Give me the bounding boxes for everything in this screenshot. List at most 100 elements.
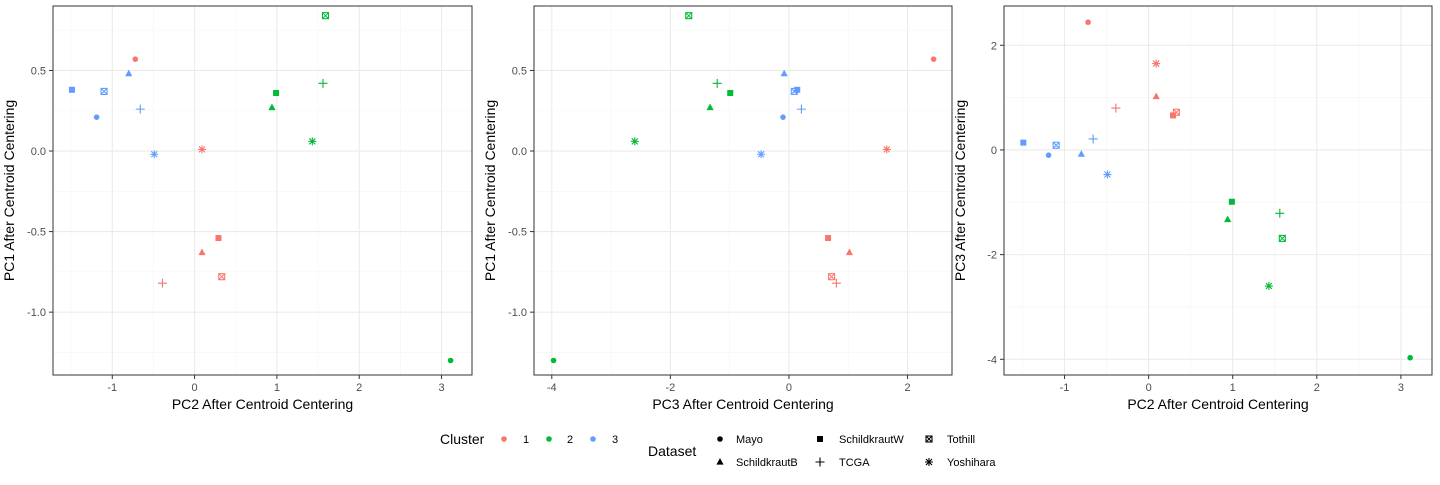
data-point	[318, 78, 328, 88]
data-point	[882, 145, 891, 154]
y-axis-title: PC1 After Centroid Centering	[1, 100, 17, 281]
data-point	[447, 357, 454, 364]
data-point	[1172, 108, 1180, 116]
legend-dataset-title: Dataset	[648, 443, 696, 459]
x-tick-label: 3	[438, 382, 444, 394]
y-tick-label: -1.0	[508, 307, 527, 319]
data-point	[727, 90, 734, 97]
y-tick-label: 0	[991, 145, 997, 157]
legend-dataset-key	[815, 457, 825, 467]
x-tick-label: 2	[1314, 382, 1320, 394]
y-tick-label: 0.0	[512, 146, 527, 158]
scatter-panel-3: -1 0 1 2 3 -4 -2 0 2 PC2 After Centroid Centering…	[952, 5, 1433, 412]
x-axis-title: PC2 After Centroid Centering	[172, 396, 353, 412]
data-point	[845, 248, 854, 256]
legend-dataset-key	[716, 458, 724, 465]
data-point	[712, 78, 722, 88]
y-axis-title: PC1 After Centroid Centering	[482, 100, 498, 281]
x-tick-label: 0	[1146, 382, 1152, 394]
data-point	[828, 273, 836, 281]
data-point	[93, 114, 100, 120]
panel-border	[533, 5, 953, 376]
data-point	[1264, 282, 1273, 291]
x-tick-label: 1	[274, 382, 280, 394]
data-point	[780, 69, 788, 77]
data-point	[218, 273, 226, 281]
legend-dataset-label: SchildkrautB	[736, 457, 798, 469]
legend-dataset-key	[717, 436, 723, 442]
data-point	[68, 86, 75, 93]
legend-cluster-label: 3	[612, 434, 618, 446]
x-axis-title: PC3 After Centroid Centering	[652, 396, 833, 412]
y-axis-title: PC3 After Centroid Centering	[952, 100, 968, 281]
data-point	[321, 12, 330, 20]
data-point	[1111, 103, 1121, 113]
data-point	[268, 103, 276, 111]
data-point	[1152, 92, 1160, 100]
y-tick-label: -2	[987, 250, 997, 262]
plot-background	[534, 6, 952, 375]
x-tick-label: -1	[107, 382, 117, 394]
legend-dataset-label: SchildkrautW	[839, 434, 904, 446]
data-point	[1045, 152, 1052, 158]
panel-border	[52, 5, 473, 376]
data-point	[1224, 215, 1232, 223]
data-point	[825, 235, 832, 242]
data-point	[150, 150, 159, 159]
panel-border	[1003, 5, 1433, 376]
legend-dataset-label: Yoshihara	[947, 457, 996, 469]
scatter-panel-2: -4 -2 0 2 -1.0 -0.5 0.0 0.5 PC3 After Centroid C…	[482, 5, 953, 412]
legend-cluster-label: 2	[567, 434, 573, 446]
data-point	[1077, 150, 1085, 157]
legend-dataset-key	[925, 435, 933, 443]
legend: Cluster Dataset 1 2 3 Mayo SchildkrautB Schil…	[440, 431, 996, 469]
data-point	[157, 278, 167, 288]
data-point	[215, 235, 222, 242]
data-point	[930, 56, 937, 62]
x-tick-label: -2	[665, 382, 675, 394]
y-tick-label: 2	[991, 40, 997, 52]
data-point	[706, 103, 714, 111]
x-axis-title: PC2 After Centroid Centering	[1127, 396, 1308, 412]
data-point	[1088, 134, 1098, 144]
x-tick-label: -1	[1060, 382, 1070, 394]
data-point	[630, 137, 639, 146]
y-tick-label: 0.5	[31, 65, 46, 77]
legend-dataset-key	[817, 436, 823, 442]
legend-cluster-key	[546, 436, 552, 442]
legend-cluster-key	[501, 436, 507, 442]
legend-cluster-key	[590, 436, 596, 442]
data-point	[757, 150, 766, 159]
plot-background	[1004, 6, 1432, 375]
data-point	[831, 278, 841, 288]
y-tick-label: -4	[987, 354, 997, 366]
data-point	[790, 87, 798, 95]
scatter-panel-1: -1 0 1 2 3 -1.0 -0.5 0.0 0.5 PC2 After Centroid C…	[1, 5, 473, 412]
y-tick-label: -0.5	[27, 227, 46, 239]
data-point	[796, 104, 806, 114]
data-point	[197, 145, 206, 154]
data-point	[135, 104, 145, 114]
data-point	[1228, 198, 1235, 205]
legend-dataset-label: Mayo	[736, 434, 763, 446]
data-point	[273, 90, 280, 97]
data-point	[308, 137, 317, 146]
data-point	[198, 248, 206, 256]
legend-cluster-label: 1	[523, 434, 529, 446]
data-point	[1085, 19, 1091, 26]
data-point	[100, 87, 108, 95]
legend-cluster-title: Cluster	[440, 431, 485, 447]
data-point	[685, 12, 693, 20]
y-tick-label: -1.0	[27, 307, 46, 319]
x-tick-label: 3	[1398, 382, 1404, 394]
data-point	[1275, 208, 1285, 218]
plot-background	[53, 6, 472, 375]
x-tick-label: 0	[786, 382, 792, 394]
x-tick-label: -4	[547, 382, 557, 394]
x-tick-label: 1	[1230, 382, 1236, 394]
data-point	[1103, 170, 1112, 179]
data-point	[1152, 59, 1161, 68]
legend-dataset-label: Tothill	[947, 434, 975, 446]
data-point	[1278, 234, 1286, 242]
data-point	[550, 357, 557, 364]
